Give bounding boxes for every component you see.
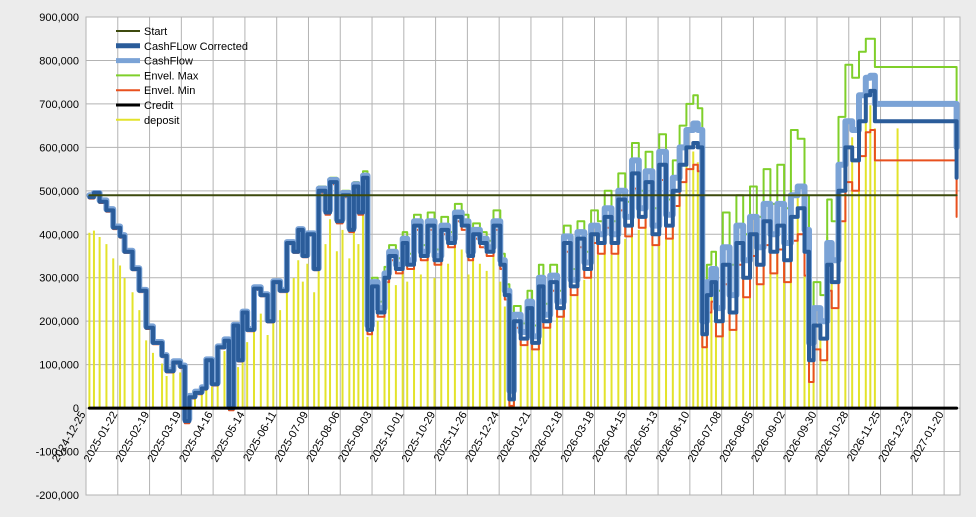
- legend-label-deposit: deposit: [144, 115, 179, 127]
- legend-label-start: Start: [144, 26, 167, 38]
- legend: Start CashFLow Corrected CashFlow Envel. Ma…: [116, 26, 248, 127]
- y-tick-label: 600,000: [39, 142, 79, 154]
- y-tick-label: 0: [73, 403, 79, 415]
- y-tick-label: -200,000: [36, 490, 79, 502]
- y-tick-label: 200,000: [39, 316, 79, 328]
- y-tick-label: -100,000: [36, 447, 79, 459]
- legend-label-cashflow-corrected: CashFLow Corrected: [144, 41, 248, 53]
- legend-label-envel-min: Envel. Min: [144, 85, 195, 97]
- deposit-bars: [88, 105, 899, 409]
- y-tick-label: 400,000: [39, 229, 79, 241]
- y-tick-label: 300,000: [39, 273, 79, 285]
- y-axis-ticks: 900,000 800,000 700,000 600,000 500,000 400,0…: [36, 12, 79, 502]
- y-tick-label: 500,000: [39, 186, 79, 198]
- y-tick-label: 800,000: [39, 55, 79, 67]
- y-tick-label: 100,000: [39, 360, 79, 372]
- legend-label-cashflow: CashFlow: [144, 56, 193, 68]
- y-tick-label: 900,000: [39, 12, 79, 24]
- legend-label-envel-max: Envel. Max: [144, 70, 199, 82]
- plot-area: [85, 16, 961, 496]
- series-cashflow-corrected: [87, 88, 959, 424]
- y-tick-label: 700,000: [39, 99, 79, 111]
- legend-label-credit: Credit: [144, 100, 173, 112]
